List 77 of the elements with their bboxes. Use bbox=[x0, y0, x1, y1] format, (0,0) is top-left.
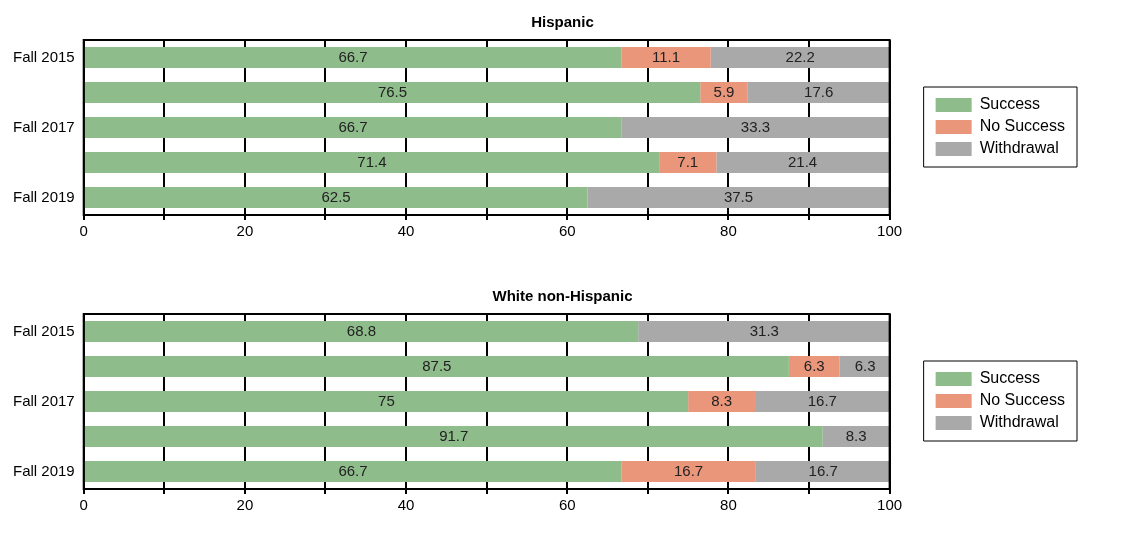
bar bbox=[84, 152, 660, 173]
legend-label: Withdrawal bbox=[979, 413, 1059, 431]
legend-label: No Success bbox=[979, 117, 1066, 135]
legend-label: Success bbox=[979, 95, 1041, 113]
data-label: 75 bbox=[378, 391, 395, 409]
x-tick-label: 80 bbox=[720, 496, 737, 514]
bar bbox=[755, 391, 890, 412]
data-label: 8.3 bbox=[845, 426, 867, 444]
data-label: 71.4 bbox=[357, 152, 387, 170]
data-label: 17.6 bbox=[804, 82, 834, 100]
bar bbox=[747, 82, 890, 103]
data-label: 16.7 bbox=[807, 391, 837, 409]
y-tick-label: Fall 2019 bbox=[12, 461, 75, 479]
x-tick-label: 100 bbox=[877, 496, 903, 514]
bar bbox=[716, 152, 889, 173]
data-label: 91.7 bbox=[439, 426, 469, 444]
legend-label: Success bbox=[979, 369, 1041, 387]
bar bbox=[84, 426, 823, 447]
data-label: 87.5 bbox=[422, 356, 452, 374]
bar bbox=[84, 187, 588, 208]
bar bbox=[621, 461, 756, 482]
bar bbox=[788, 356, 840, 377]
x-tick-label: 100 bbox=[877, 222, 903, 240]
bar bbox=[621, 47, 711, 68]
data-label: 66.7 bbox=[338, 117, 368, 135]
data-label: 66.7 bbox=[338, 461, 368, 479]
legend-label: No Success bbox=[979, 391, 1066, 409]
chart-title: Hispanic bbox=[531, 13, 594, 31]
bar bbox=[84, 117, 622, 138]
data-label: 22.2 bbox=[785, 47, 815, 65]
bar bbox=[700, 82, 748, 103]
bar bbox=[84, 82, 701, 103]
data-label: 68.8 bbox=[346, 321, 377, 339]
x-tick-label: 40 bbox=[397, 496, 415, 514]
legend-label: Withdrawal bbox=[979, 139, 1059, 157]
data-label: 31.3 bbox=[749, 321, 779, 339]
x-tick-label: 20 bbox=[236, 496, 254, 514]
bar bbox=[822, 426, 890, 447]
data-label: 16.7 bbox=[808, 461, 838, 479]
bar bbox=[84, 356, 789, 377]
x-tick-label: 80 bbox=[720, 222, 737, 240]
y-tick-label: Fall 2017 bbox=[12, 391, 75, 409]
data-label: 11.1 bbox=[651, 47, 681, 65]
data-label: 6.3 bbox=[854, 356, 876, 374]
data-label: 21.4 bbox=[787, 152, 818, 170]
x-tick-label: 60 bbox=[558, 222, 576, 240]
bar bbox=[84, 321, 639, 342]
data-label: 5.9 bbox=[713, 82, 735, 100]
x-tick-label: 20 bbox=[236, 222, 254, 240]
x-tick-label: 60 bbox=[558, 496, 576, 514]
bar bbox=[84, 461, 622, 482]
data-label: 37.5 bbox=[723, 187, 754, 205]
x-tick-label: 40 bbox=[397, 222, 415, 240]
data-label: 16.7 bbox=[673, 461, 704, 479]
data-label: 66.7 bbox=[338, 47, 368, 65]
data-label: 76.5 bbox=[377, 82, 408, 100]
y-tick-label: Fall 2019 bbox=[12, 187, 75, 205]
data-label: 6.3 bbox=[803, 356, 825, 374]
y-tick-label: Fall 2015 bbox=[12, 47, 75, 65]
x-tick-label: 0 bbox=[79, 496, 88, 514]
data-label: 33.3 bbox=[740, 117, 771, 135]
chart-title: White non-Hispanic bbox=[492, 287, 633, 305]
bar bbox=[688, 391, 756, 412]
data-label: 62.5 bbox=[321, 187, 351, 205]
bar bbox=[659, 152, 717, 173]
bar bbox=[638, 321, 890, 342]
x-tick-label: 0 bbox=[79, 222, 88, 240]
y-tick-label: Fall 2015 bbox=[12, 321, 75, 339]
bar bbox=[84, 47, 622, 68]
data-label: 7.1 bbox=[677, 152, 699, 170]
y-tick-label: Fall 2017 bbox=[12, 117, 75, 135]
bar bbox=[755, 461, 890, 482]
bar bbox=[587, 187, 890, 208]
bar bbox=[710, 47, 890, 68]
bar bbox=[84, 391, 689, 412]
bar bbox=[621, 117, 890, 138]
data-label: 8.3 bbox=[711, 391, 733, 409]
